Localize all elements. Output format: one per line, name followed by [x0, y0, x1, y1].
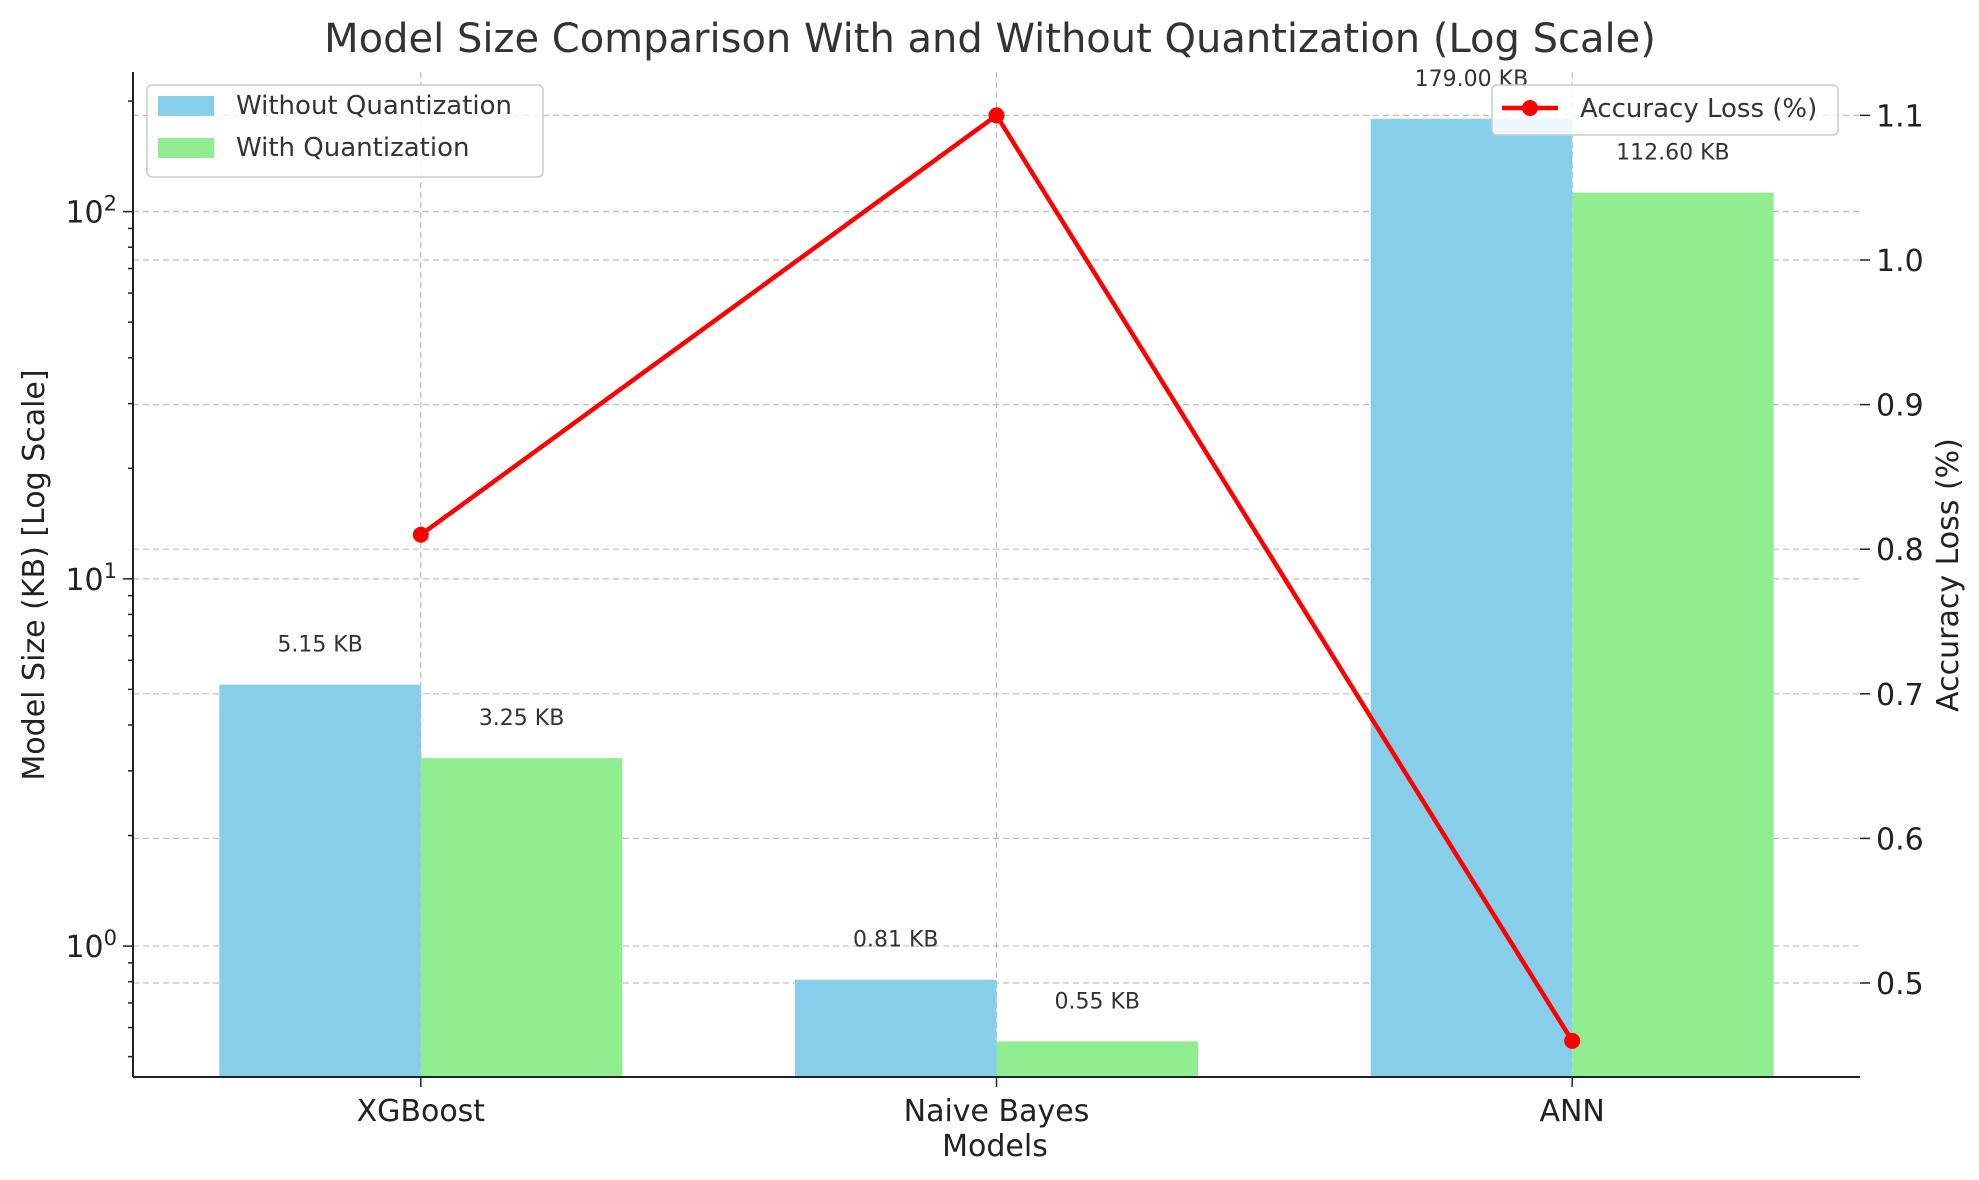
legend-box [146, 84, 544, 178]
y2-tick-label: 0.8 [1876, 533, 1924, 568]
x-tick-label: ANN [1539, 1094, 1604, 1129]
bars [219, 118, 1774, 1078]
chart-title: Model Size Comparison With and Without Q… [324, 16, 1656, 62]
y2-axis-label: Accuracy Loss (%) [1931, 438, 1966, 712]
legend-label: Accuracy Loss (%) [1580, 94, 1817, 124]
bar [795, 979, 997, 1077]
y2-tick-label: 0.9 [1876, 389, 1924, 424]
line-point [1564, 1032, 1581, 1049]
y2-tick-label: 0.5 [1876, 967, 1924, 1002]
legend-label: With Quantization [236, 133, 469, 163]
legend-label: Without Quantization [236, 91, 512, 121]
legend-line: Accuracy Loss (%) [1491, 84, 1839, 136]
data-label: 5.15 KB [277, 633, 363, 658]
x-axis-label: Models [942, 1129, 1048, 1164]
x-tick-label: XGBoost [357, 1094, 486, 1129]
bar [1370, 118, 1573, 1078]
legend-box [1491, 84, 1839, 136]
y-tick-label: 101 [65, 559, 117, 598]
data-label: 0.81 KB [853, 928, 939, 953]
accuracy-line [412, 107, 1581, 1049]
legend-bars: Without Quantization With Quantization [146, 84, 544, 178]
y2-tick-label: 1.0 [1876, 244, 1924, 279]
y2-tick-label: 0.7 [1876, 678, 1924, 713]
legend-swatch [158, 138, 214, 158]
legend-swatch [158, 96, 214, 116]
legend-marker [1522, 100, 1538, 116]
data-label: 0.55 KB [1054, 989, 1140, 1014]
bar [219, 684, 421, 1077]
y2-tick-label: 0.6 [1876, 822, 1924, 857]
x-tick-label: Naive Bayes [904, 1094, 1090, 1129]
ticks: 100 101 102 0.5 0.6 0.7 0.8 0.9 1.0 1.1 XGBoost Nai… [65, 99, 1923, 1129]
bar [1572, 192, 1774, 1077]
y2-tick-label: 1.1 [1876, 99, 1924, 134]
y-axis-label: Model Size (KB) [Log Scale] [17, 369, 52, 780]
bar [420, 758, 623, 1077]
data-label: 3.25 KB [479, 706, 565, 731]
bar [996, 1041, 1198, 1077]
line-point [988, 107, 1005, 124]
y-tick-label: 102 [65, 192, 117, 231]
line-point [412, 526, 429, 543]
data-label: 112.60 KB [1616, 141, 1730, 166]
y-tick-label: 100 [65, 926, 117, 965]
